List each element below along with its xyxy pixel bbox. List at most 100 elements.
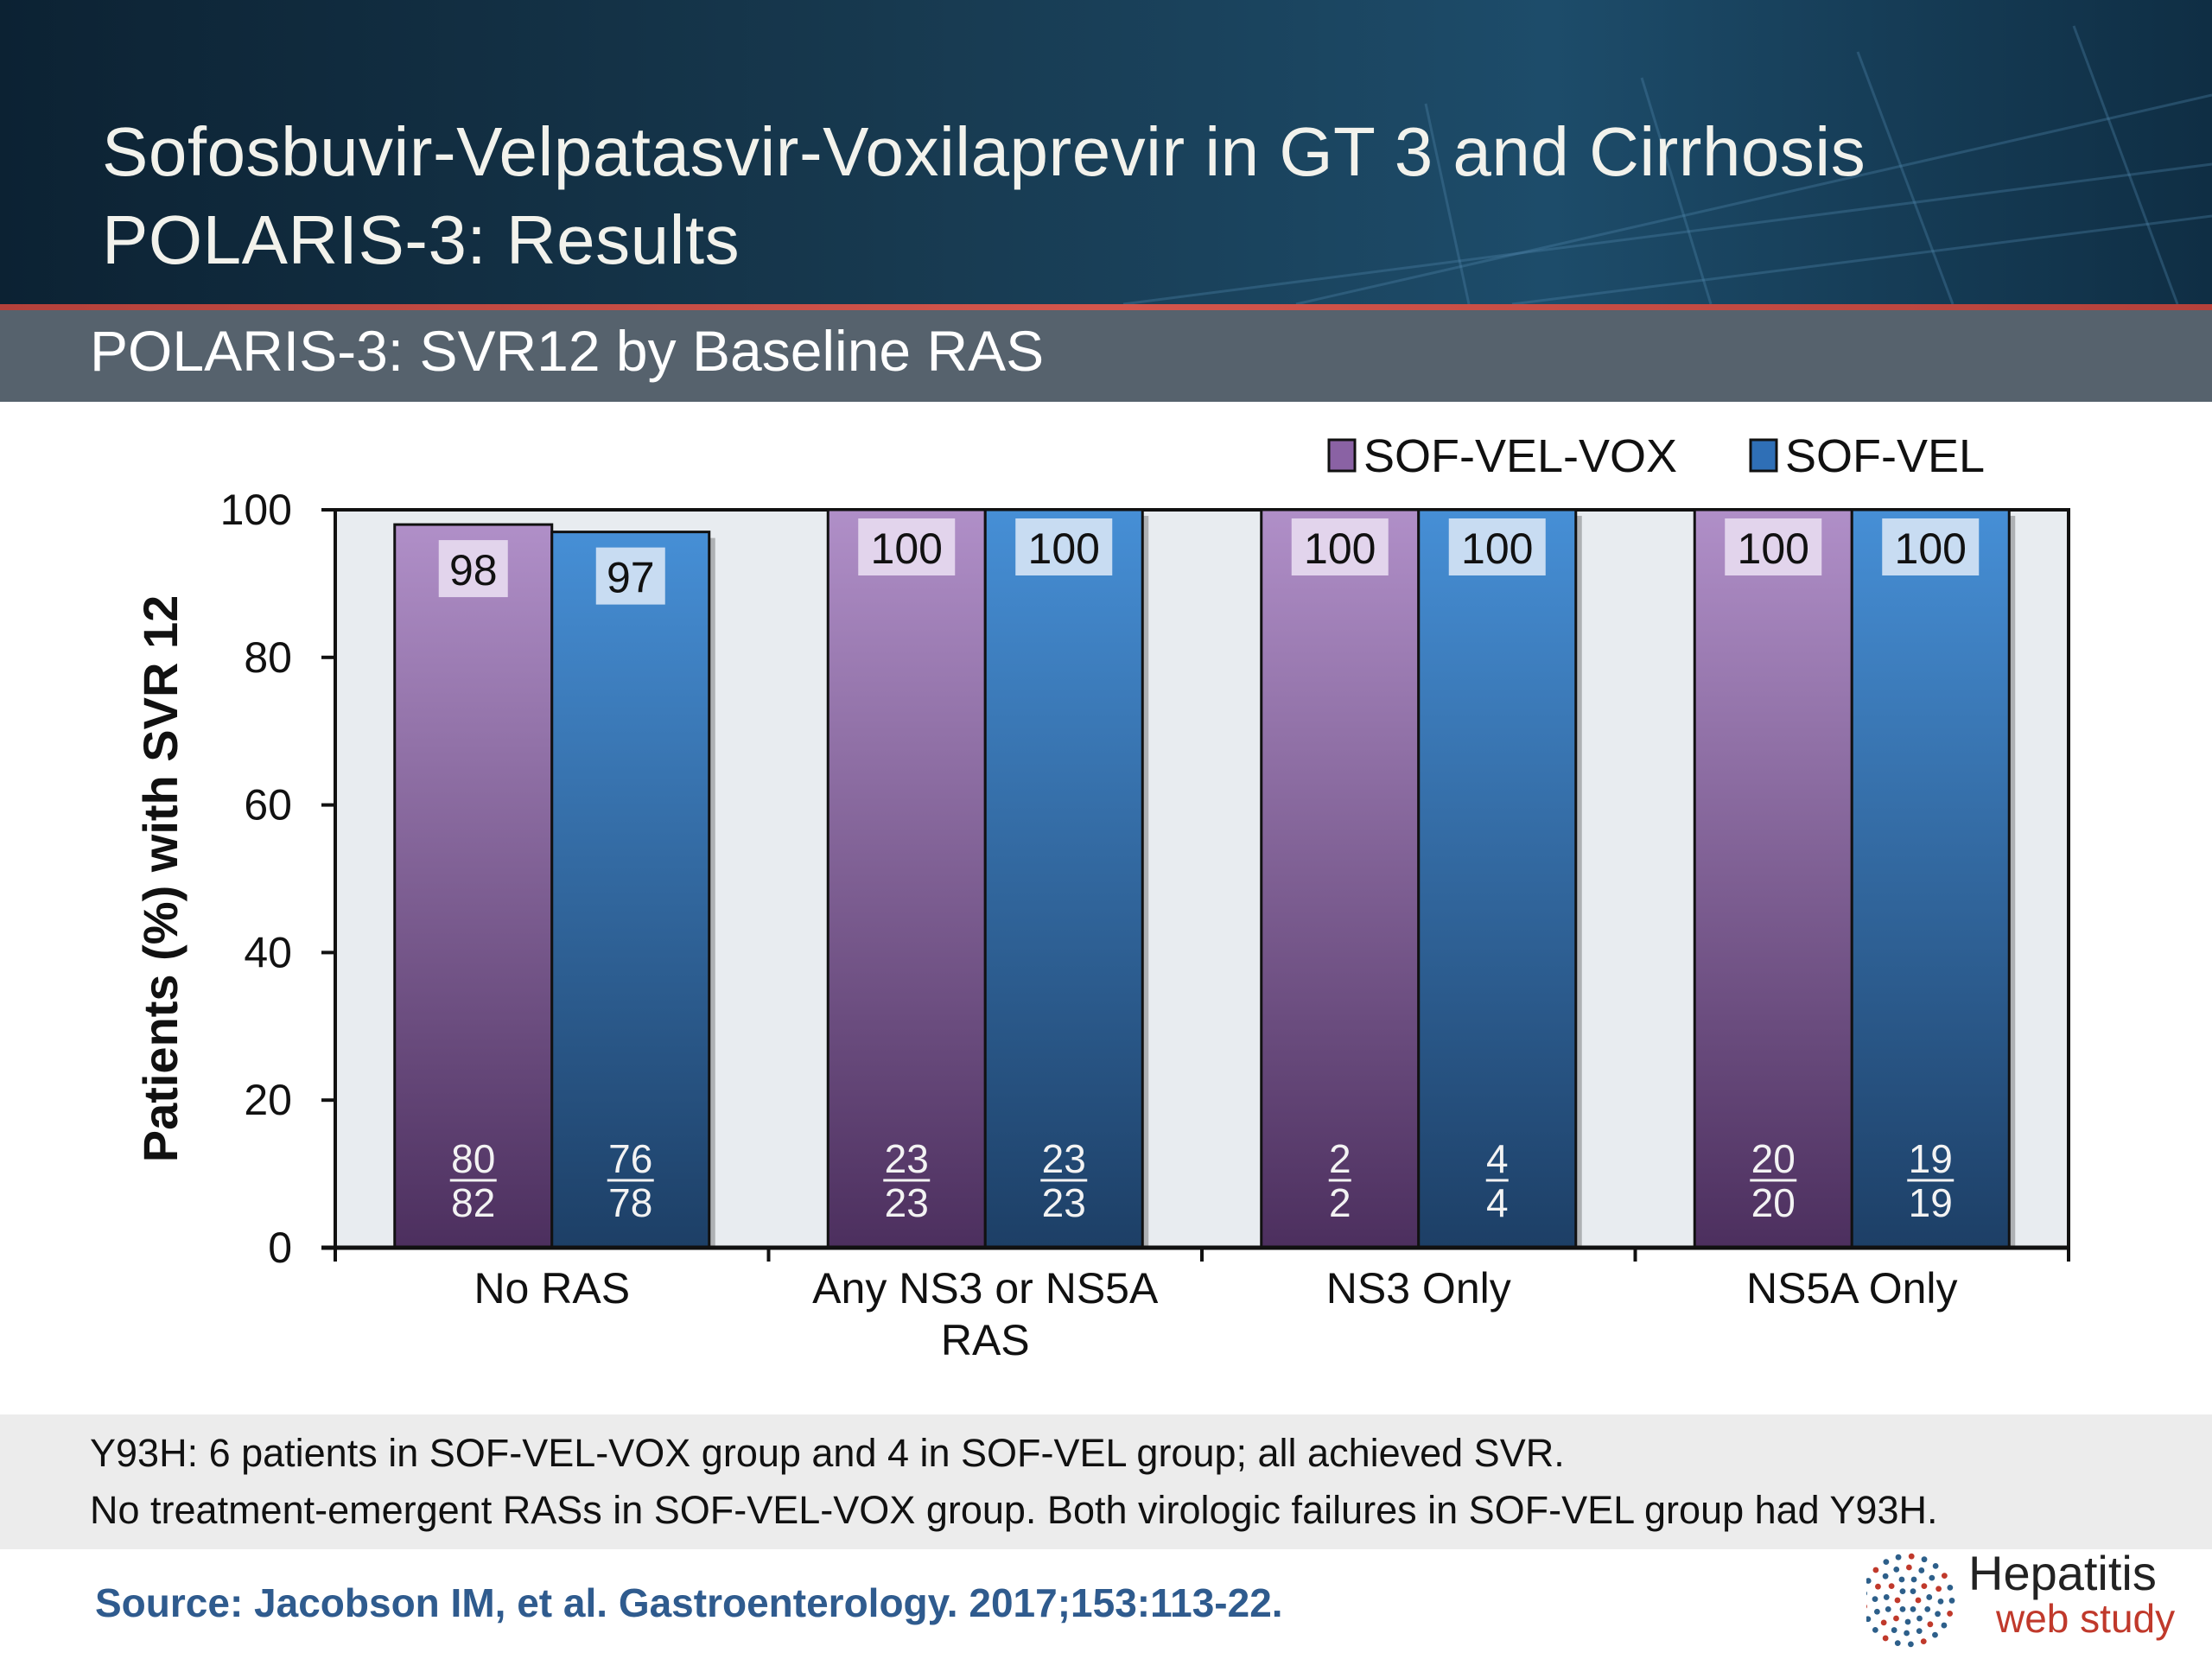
logo-dot: [1866, 1578, 1872, 1584]
bar-sof-vel-vox: [1260, 508, 1421, 1249]
logo-dot: [1880, 1619, 1887, 1626]
logo-dot: [1927, 1621, 1934, 1628]
logo-dot: [1893, 1566, 1900, 1573]
logo-dot: [1894, 1597, 1901, 1604]
logo-dot: [1921, 1556, 1928, 1563]
logo-dot: [1883, 1594, 1890, 1600]
logo-dot: [1875, 1583, 1881, 1590]
value-label: 97: [607, 554, 655, 602]
logo-dot: [1915, 1597, 1922, 1604]
logo-dot: [1937, 1598, 1944, 1605]
logo-dot: [1947, 1584, 1954, 1591]
x-tick-label: RAS: [941, 1316, 1030, 1364]
logo-dot: [1904, 1618, 1911, 1625]
footnote-line: No treatment-emergent RASs in SOF-VEL-VO…: [90, 1488, 1938, 1532]
logo-dot: [1866, 1591, 1868, 1596]
logo-dot: [1866, 1604, 1867, 1609]
slide-title-line2: POLARIS-3: Results: [102, 201, 741, 278]
source-citation: Source: Jacobson IM, et al. Gastroentero…: [95, 1580, 1283, 1625]
logo-dot: [1926, 1594, 1933, 1600]
logo-dot: [1895, 1554, 1902, 1560]
fraction-denominator: 2: [1329, 1180, 1351, 1225]
logo-dot: [1920, 1638, 1927, 1645]
logo-dot: [1899, 1605, 1906, 1612]
y-tick-label: 0: [268, 1224, 292, 1272]
logo-dot: [1948, 1598, 1955, 1604]
header-banner: Sofosbuvir-Velpatasvir-Voxilaprevir in G…: [0, 0, 2212, 304]
fraction-denominator: 23: [1042, 1180, 1086, 1225]
logo-dot: [1885, 1605, 1891, 1612]
logo-dot: [1941, 1622, 1948, 1629]
logo-dot: [1883, 1559, 1890, 1566]
value-label-bg: [1725, 518, 1822, 575]
logo-dot: [1872, 1626, 1878, 1633]
y-tick-label: 80: [244, 633, 292, 682]
logo-dot: [1891, 1627, 1897, 1633]
logo-dot: [1899, 1588, 1906, 1595]
y-tick-label: 60: [244, 781, 292, 830]
subheader-bar: [0, 310, 2212, 402]
bar-sof-vel: [550, 531, 711, 1249]
fraction-denominator: 82: [451, 1180, 495, 1225]
logo-dot: [1921, 1583, 1928, 1590]
y-tick-label: 20: [244, 1076, 292, 1124]
footnote-box: [0, 1414, 2212, 1549]
fraction-numerator: 4: [1486, 1136, 1509, 1181]
y-axis-label: Patients (%) with SVR 12: [133, 595, 188, 1163]
legend-swatch: [1749, 438, 1778, 473]
slide-title-line1: Sofosbuvir-Velpatasvir-Voxilaprevir in G…: [102, 113, 1866, 190]
value-label-bg: [1015, 518, 1113, 575]
logo-dot: [1910, 1588, 1916, 1595]
fraction-numerator: 2: [1329, 1136, 1351, 1181]
logo-dot: [1947, 1611, 1954, 1617]
bar-sof-vel: [1850, 508, 2011, 1249]
logo-dot: [1932, 1631, 1938, 1638]
slide-subtitle: POLARIS-3: SVR12 by Baseline RAS: [90, 319, 1045, 383]
fraction-denominator: 20: [1751, 1180, 1796, 1225]
logo-dot: [1936, 1586, 1942, 1592]
fraction-numerator: 80: [451, 1136, 495, 1181]
header-grid-decoration: [1122, 25, 2212, 304]
value-label-bg: [1291, 518, 1389, 575]
y-tick-label: 40: [244, 928, 292, 976]
value-label-bg: [438, 540, 508, 598]
value-label: 100: [1738, 524, 1809, 573]
bar-sof-vel-vox: [1693, 508, 1853, 1249]
legend-swatch: [1327, 438, 1357, 473]
logo-dot: [1908, 1641, 1914, 1648]
logo-text-hepatitis: Hepatitis: [1968, 1546, 2157, 1600]
logo-dot: [1866, 1616, 1872, 1623]
value-label: 100: [1304, 524, 1376, 573]
logo-dot: [1893, 1615, 1899, 1622]
header-accent-line: [0, 304, 2212, 310]
logo-dot: [1882, 1635, 1889, 1642]
bar-sof-vel-vox: [393, 523, 554, 1249]
fraction-denominator: 78: [608, 1180, 652, 1225]
value-label-bg: [595, 547, 665, 605]
value-label: 100: [1461, 524, 1533, 573]
fraction-numerator: 19: [1909, 1136, 1953, 1181]
value-label-bg: [858, 518, 956, 575]
logo-dot: [1924, 1605, 1931, 1612]
logo-dot: [1904, 1630, 1910, 1637]
logo-dot: [1894, 1640, 1901, 1647]
x-tick-label: No RAS: [474, 1264, 630, 1313]
logo-dot: [1941, 1573, 1948, 1580]
hepatitis-web-study-logo: [1866, 1553, 1955, 1648]
logo-dot: [1932, 1562, 1939, 1569]
logo-dot: [1910, 1605, 1916, 1612]
fraction-denominator: 4: [1486, 1180, 1509, 1225]
logo-dot: [1935, 1611, 1941, 1618]
logo-dot: [1898, 1576, 1905, 1583]
logo-dot: [1918, 1567, 1925, 1573]
bar-chart: 9880829776781002323100232310022100441002…: [133, 430, 2070, 1364]
logo-dot: [1873, 1608, 1880, 1615]
y-tick-label: 100: [220, 486, 292, 534]
legend-label: SOF-VEL-VOX: [1363, 430, 1677, 482]
logo-dot: [1916, 1615, 1923, 1622]
logo-dot: [1929, 1574, 1936, 1581]
value-label: 100: [871, 524, 943, 573]
logo-dot: [1872, 1567, 1879, 1573]
x-tick-label: NS5A Only: [1746, 1264, 1958, 1313]
fraction-denominator: 23: [885, 1180, 929, 1225]
